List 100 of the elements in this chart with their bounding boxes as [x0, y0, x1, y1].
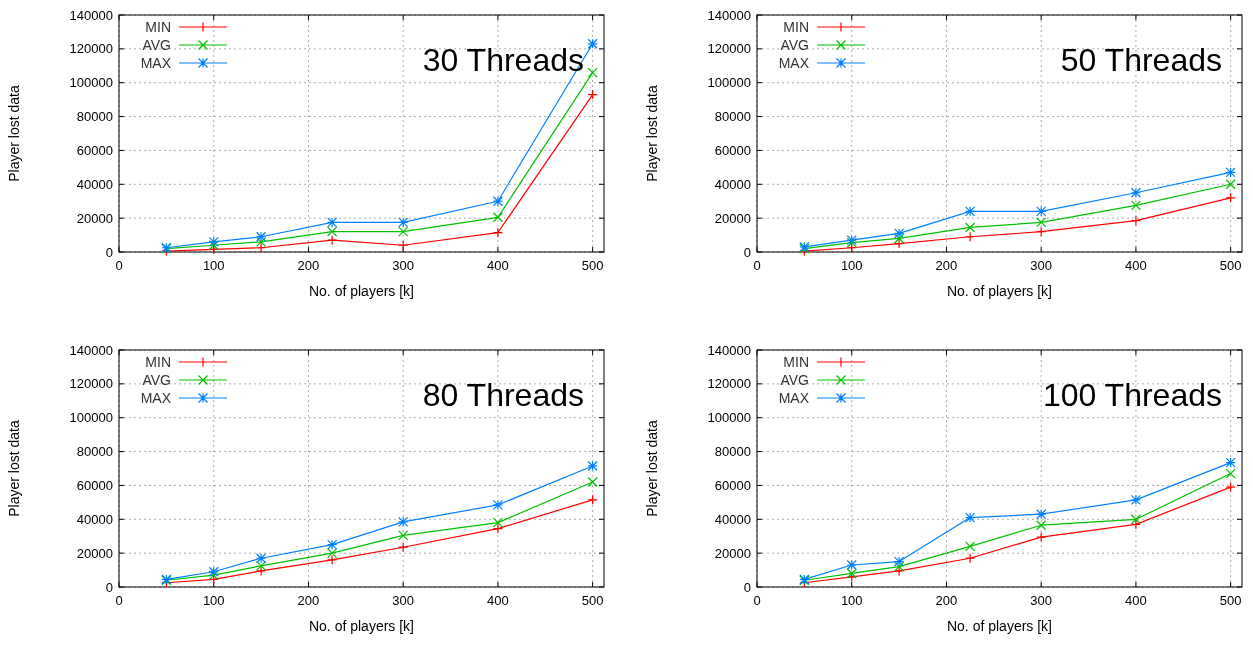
point: [893, 228, 905, 239]
y-tick-label: 20000: [714, 545, 751, 561]
point: [893, 556, 905, 567]
point: [1036, 206, 1047, 217]
point: [327, 548, 338, 559]
y-tick-label: 0: [743, 579, 751, 595]
y-tick-label: 40000: [714, 511, 751, 527]
y-tick-label: 120000: [69, 376, 113, 392]
point: [398, 226, 409, 237]
y-tick-label: 80000: [76, 109, 113, 125]
legend-label: MAX: [778, 389, 810, 406]
y-tick-label: 140000: [69, 342, 113, 358]
point: [1225, 457, 1236, 468]
legend-label: AVG: [142, 36, 171, 53]
point: [208, 566, 219, 577]
y-tick-label: 0: [105, 579, 113, 595]
point: [965, 553, 976, 564]
legend-label: MAX: [140, 389, 172, 406]
point: [587, 460, 598, 472]
y-tick-label: 20000: [714, 210, 751, 226]
y-tick-label: 100000: [707, 410, 751, 426]
point: [398, 530, 409, 541]
text: 80 Threads: [422, 377, 584, 413]
point: [1225, 482, 1236, 493]
point: [1130, 519, 1142, 530]
point: [255, 560, 267, 571]
point: [1036, 531, 1047, 543]
x-tick-label: 200: [297, 593, 320, 608]
x-tick-label: 400: [1125, 258, 1147, 273]
x-tick-label: 0: [753, 593, 761, 608]
point: [1036, 520, 1047, 531]
point: [492, 196, 504, 207]
point: [893, 561, 905, 572]
point: [965, 222, 976, 233]
point: [398, 516, 409, 527]
y-tick-label: 60000: [76, 142, 113, 158]
y-axis-title: Player lost data: [6, 85, 22, 182]
point: [1225, 468, 1236, 479]
legend-label: MAX: [140, 54, 172, 71]
x-tick-label: 500: [581, 258, 604, 273]
point: [893, 233, 905, 244]
text: 50 Threads: [1060, 42, 1222, 78]
legend-label: AVG: [142, 371, 171, 388]
y-axis-title: Player lost data: [644, 420, 660, 517]
text: 100 Threads: [1042, 377, 1222, 413]
point: [846, 559, 857, 571]
x-axis-title: No. of players [k]: [946, 283, 1053, 299]
x-axis-title: No. of players [k]: [946, 618, 1053, 634]
y-tick-label: 140000: [707, 7, 751, 23]
text: 30 Threads: [422, 42, 584, 78]
x-tick-label: 100: [202, 593, 225, 608]
y-tick-label: 120000: [707, 41, 751, 57]
point: [492, 212, 504, 223]
point: [1130, 215, 1142, 226]
x-tick-label: 300: [1030, 258, 1053, 273]
legend-label: MIN: [783, 18, 809, 35]
point: [492, 517, 504, 528]
point: [492, 227, 504, 238]
x-tick-label: 500: [581, 593, 604, 608]
y-tick-label: 60000: [714, 142, 751, 158]
point: [492, 523, 504, 534]
point: [893, 238, 905, 249]
x-tick-label: 500: [1219, 593, 1242, 608]
x-tick-label: 100: [202, 258, 225, 273]
point: [1130, 200, 1142, 211]
y-tick-label: 40000: [76, 176, 113, 192]
point: [255, 553, 267, 564]
point: [327, 554, 338, 566]
point: [327, 539, 338, 550]
x-tick-label: 0: [115, 593, 123, 608]
legend-label: MAX: [778, 54, 810, 71]
y-tick-label: 20000: [76, 545, 113, 561]
y-tick-label: 140000: [707, 342, 751, 358]
point: [1130, 187, 1142, 198]
point: [965, 231, 976, 242]
x-tick-label: 500: [1219, 258, 1242, 273]
y-tick-label: 40000: [714, 176, 751, 192]
point: [587, 38, 598, 49]
x-tick-label: 400: [487, 258, 509, 273]
point: [255, 231, 267, 242]
point: [1130, 514, 1142, 525]
point: [208, 236, 219, 247]
x-tick-label: 200: [935, 258, 958, 273]
point: [327, 217, 338, 228]
point: [1130, 494, 1142, 505]
point: [327, 226, 338, 237]
point: [587, 476, 598, 488]
point: [965, 206, 976, 217]
y-tick-label: 0: [743, 244, 751, 260]
x-axis-title: No. of players [k]: [308, 618, 415, 634]
point: [1036, 509, 1047, 520]
y-tick-label: 100000: [69, 410, 113, 426]
x-tick-label: 0: [115, 258, 123, 273]
legend-label: MIN: [145, 18, 171, 35]
point: [587, 67, 598, 78]
y-tick-label: 60000: [76, 477, 113, 493]
x-tick-label: 300: [392, 593, 415, 608]
x-tick-label: 400: [487, 593, 509, 608]
x-tick-label: 100: [840, 593, 863, 608]
y-tick-label: 100000: [69, 75, 113, 91]
